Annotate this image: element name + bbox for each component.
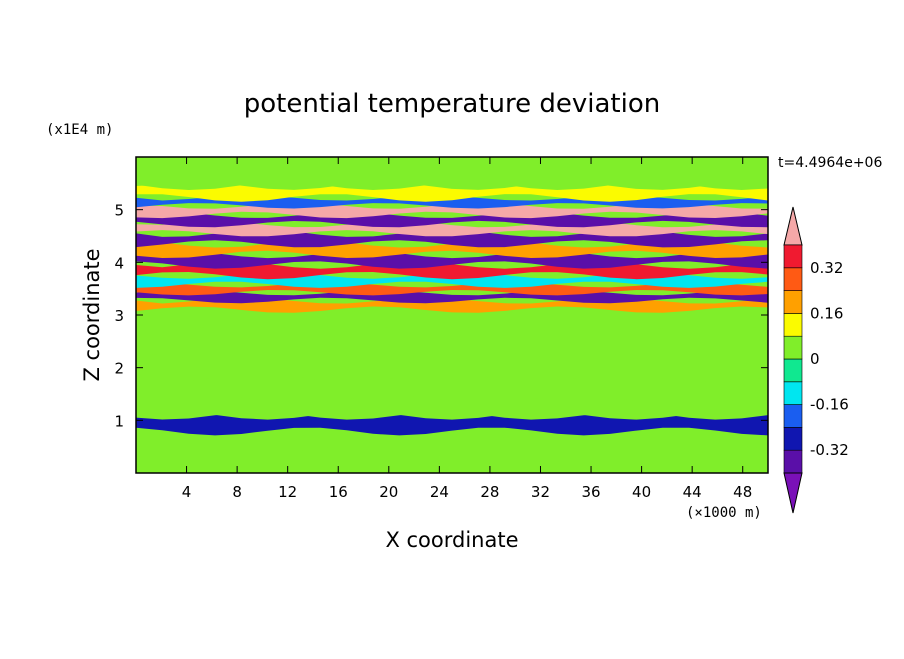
contour-band [136,289,768,304]
x-tick-label: 48 [733,483,752,501]
colorbar: 0.32 0.16 0 -0.16 -0.32 [783,206,849,514]
colorbar-max-triangle [783,206,803,246]
colorbar-tick-label: -0.16 [810,396,849,414]
colorbar-tick-label: 0 [810,350,820,368]
x-tick-label: 24 [430,483,449,501]
colorbar-segment [783,427,803,451]
colorbar-tick-label: 0.16 [810,304,843,322]
x-tick-label: 12 [278,483,297,501]
colorbar-segment [783,244,803,269]
x-tick-label: 44 [683,483,702,501]
contour-band [136,427,768,454]
contour-band [136,251,768,269]
x-axis: 4 8 12 16 20 24 28 32 36 40 44 48 [182,157,752,501]
colorbar-tick-label: 0.32 [810,259,843,277]
chart-title: potential temperature deviation [244,89,660,119]
colorbar-segment [783,404,803,428]
x-tick-label: 20 [379,483,398,501]
y-tick-label: 4 [114,254,124,272]
y-tick-label: 3 [114,307,124,325]
y-tick-label: 5 [114,202,124,220]
colorbar-segment [783,290,803,314]
x-tick-label: 32 [531,483,550,501]
time-label: t=4.4964e+06 [778,155,882,171]
y-tick-label: 2 [114,360,124,378]
x-tick-label: 4 [182,483,192,501]
contour-band [136,350,768,382]
plot-clip-bottom [134,473,770,483]
plot-area [134,147,770,483]
y-tick-label: 1 [114,412,124,430]
colorbar-segment [783,358,803,383]
colorbar-segment [783,449,803,474]
y-unit-label: (x1E4 m) [46,122,113,138]
colorbar-segment [783,381,803,405]
x-tick-label: 16 [329,483,348,501]
colorbar-segment [783,313,803,337]
contour-band [136,153,768,190]
plot-clip-top [134,147,770,157]
x-unit-label: (×1000 m) [686,505,762,521]
colorbar-segment [783,335,803,360]
contour-band [136,182,768,202]
x-tick-label: 28 [480,483,499,501]
contour-band [136,324,768,359]
x-axis-label: X coordinate [385,528,518,552]
y-axis: 1 2 3 4 5 [114,202,768,430]
contour-band [136,445,768,477]
x-tick-label: 40 [632,483,651,501]
contour-band [136,411,768,436]
colorbar-tick-label: -0.32 [810,441,849,459]
y-axis-label: Z coordinate [80,248,104,381]
contour-band [136,211,768,228]
x-tick-label: 36 [581,483,600,501]
colorbar-min-triangle [783,472,803,514]
x-tick-label: 8 [232,483,242,501]
colorbar-segment [783,267,803,291]
